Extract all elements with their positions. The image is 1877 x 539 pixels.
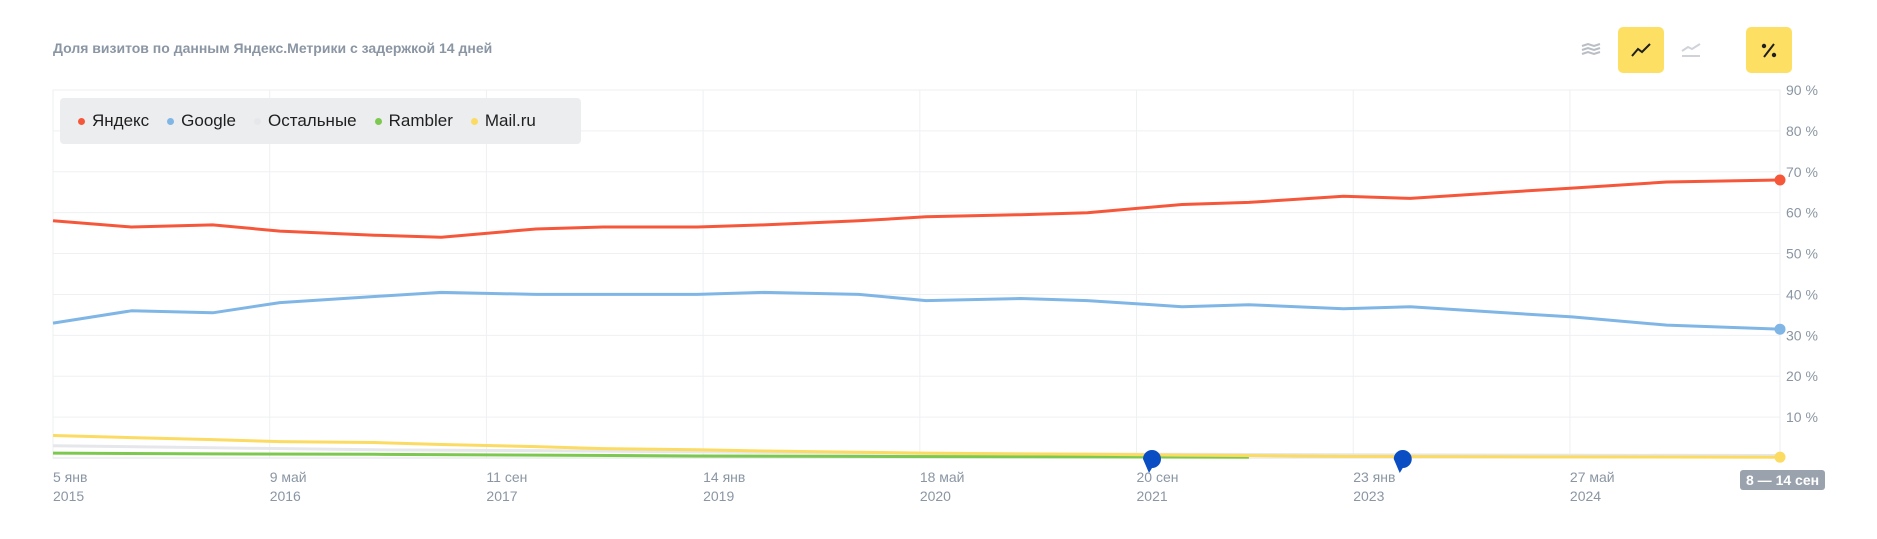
chart-markers	[1143, 450, 1412, 473]
selected-range-badge[interactable]: 8 — 14 сен	[1740, 470, 1826, 490]
chart-legend: Яндекс Google Остальные Rambler Mail.ru	[60, 98, 581, 144]
line-chart-icon	[1631, 43, 1651, 57]
x-tick-year: 2016	[270, 488, 301, 504]
legend-item-mailru[interactable]: Mail.ru	[470, 111, 536, 131]
percent-icon	[1761, 43, 1777, 58]
legend-color-dot	[470, 117, 478, 125]
y-tick-label: 30 %	[1786, 327, 1818, 343]
legend-item-other[interactable]: Остальные	[254, 111, 357, 131]
annotation-pin-icon[interactable]	[1143, 450, 1161, 473]
legend-item-google[interactable]: Google	[167, 111, 236, 131]
series-end-point-mailru	[1774, 451, 1786, 463]
y-tick-label: 10 %	[1786, 409, 1818, 425]
x-tick-label: 5 янв	[53, 469, 87, 485]
x-tick-label: 11 сен	[486, 469, 527, 485]
x-tick-year: 2021	[1137, 488, 1168, 504]
chart-grid	[52, 89, 1781, 459]
y-tick-label: 20 %	[1786, 368, 1818, 384]
legend-color-dot	[78, 117, 85, 125]
chart-series	[52, 174, 1786, 463]
x-tick-year: 2017	[486, 488, 517, 504]
x-tick-label: 18 май	[920, 469, 965, 485]
series-line-google	[52, 290, 1781, 331]
y-tick-label: 50 %	[1786, 246, 1818, 262]
legend-label: Яндекс	[92, 111, 150, 130]
series-line-rambler	[52, 451, 1249, 459]
x-axis-ticks: 5 янв 2015 9 май 2016 11 сен 2017 14 янв 2019 18…	[53, 469, 1615, 504]
x-tick-year: 2015	[53, 488, 84, 504]
x-tick-year: 2023	[1353, 488, 1384, 504]
x-tick-label: 20 сен	[1137, 469, 1179, 485]
stacked-area-icon	[1581, 42, 1601, 56]
area-view-button[interactable]	[1668, 27, 1714, 73]
y-tick-label: 90 %	[1786, 82, 1818, 98]
y-axis-ticks: 10 % 20 % 30 % 40 % 50 % 60 % 70 % 80 % 90 %	[1786, 82, 1818, 425]
legend-label: Остальные	[268, 111, 357, 130]
y-tick-label: 80 %	[1786, 123, 1818, 139]
series-end-point-yandex	[1774, 174, 1786, 186]
legend-color-dot	[254, 117, 261, 125]
x-tick-label: 9 май	[270, 469, 307, 485]
y-tick-label: 40 %	[1786, 286, 1818, 302]
legend-color-dot	[167, 117, 175, 125]
legend-color-dot	[374, 117, 382, 125]
annotation-pin-icon[interactable]	[1393, 450, 1412, 473]
x-tick-year: 2020	[920, 488, 951, 504]
legend-item-rambler[interactable]: Rambler	[374, 111, 453, 131]
plot-frame	[52, 89, 1781, 459]
percent-toggle-button[interactable]	[1746, 27, 1792, 73]
legend-label: Google	[181, 111, 236, 130]
line-view-button[interactable]	[1618, 27, 1664, 73]
x-tick-label: 14 янв	[703, 469, 745, 485]
legend-item-yandex[interactable]: Яндекс	[78, 111, 149, 131]
annotation-pin-shape	[1143, 450, 1161, 473]
series-end-point-google	[1774, 323, 1786, 335]
series-line-yandex	[52, 178, 1781, 239]
y-tick-label: 70 %	[1786, 164, 1818, 180]
stacked-area-view-button[interactable]	[1568, 27, 1614, 73]
x-tick-year: 2019	[703, 488, 734, 504]
legend-label: Rambler	[388, 111, 453, 130]
legend-label: Mail.ru	[484, 111, 536, 130]
area-chart-icon	[1681, 43, 1701, 57]
chart-subtitle: Доля визитов по данным Яндекс.Метрики с …	[53, 40, 493, 56]
series-line-mailru	[52, 434, 1781, 459]
chart-toolbar	[0, 27, 1877, 73]
x-tick-label: 23 янв	[1353, 469, 1395, 485]
x-tick-label: 27 май	[1570, 469, 1615, 485]
annotation-pin-shape	[1393, 450, 1412, 473]
x-tick-year: 2024	[1570, 488, 1601, 504]
y-tick-label: 60 %	[1786, 205, 1818, 221]
